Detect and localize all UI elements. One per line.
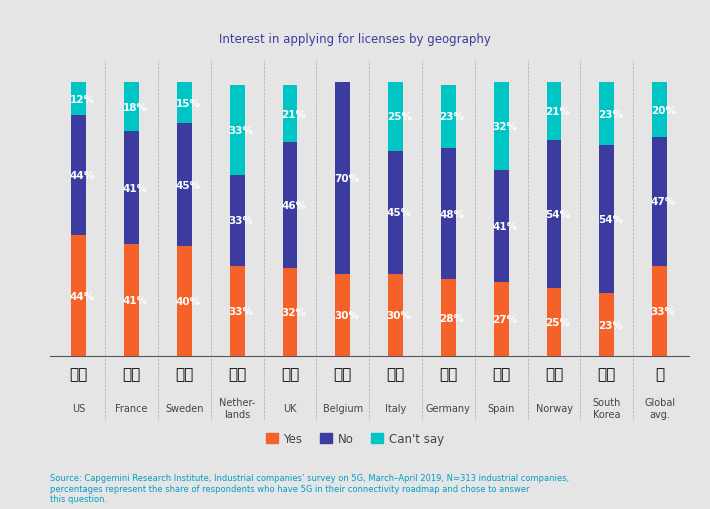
Bar — [599, 146, 614, 293]
Text: 🇳🇴: 🇳🇴 — [545, 366, 563, 382]
Bar — [71, 83, 86, 116]
Bar — [283, 86, 297, 143]
Bar — [177, 124, 192, 247]
Bar — [494, 83, 508, 171]
Bar — [230, 86, 244, 176]
Text: 25%: 25% — [387, 112, 412, 122]
Bar — [230, 266, 244, 356]
Text: Sweden: Sweden — [165, 404, 204, 413]
Text: Belgium: Belgium — [323, 404, 363, 413]
Text: 25%: 25% — [545, 317, 570, 327]
Text: 30%: 30% — [387, 310, 412, 320]
Text: 40%: 40% — [175, 297, 200, 306]
Text: 33%: 33% — [650, 306, 676, 316]
Text: 🇪🇸: 🇪🇸 — [492, 366, 510, 382]
Bar — [494, 282, 508, 356]
Text: 🇫🇷: 🇫🇷 — [122, 366, 141, 382]
Text: 46%: 46% — [281, 201, 306, 211]
Bar — [177, 247, 192, 356]
Text: 🇳🇱: 🇳🇱 — [228, 366, 246, 382]
Bar — [283, 143, 297, 269]
Bar — [124, 132, 139, 244]
Bar — [335, 83, 350, 274]
Text: 47%: 47% — [650, 197, 676, 207]
Bar — [441, 149, 456, 280]
Text: US: US — [72, 404, 85, 413]
Text: 20%: 20% — [650, 105, 676, 115]
Bar — [335, 274, 350, 356]
Bar — [124, 83, 139, 132]
Bar — [652, 137, 667, 266]
Text: 45%: 45% — [175, 181, 200, 190]
Text: Nether-
lands: Nether- lands — [219, 398, 256, 419]
Text: Source: Capgemini Research Institute, Industrial companies’ survey on 5G, March–: Source: Capgemini Research Institute, In… — [50, 473, 569, 503]
Bar — [494, 171, 508, 282]
Text: 🇧🇪: 🇧🇪 — [334, 366, 352, 382]
Bar — [230, 176, 244, 266]
Text: 21%: 21% — [545, 107, 570, 117]
Text: UK: UK — [283, 404, 297, 413]
Bar — [71, 116, 86, 236]
Text: 🌍: 🌍 — [655, 366, 665, 382]
Text: 15%: 15% — [175, 98, 200, 108]
Text: 41%: 41% — [123, 183, 148, 193]
Text: 32%: 32% — [492, 122, 518, 132]
Text: 41%: 41% — [123, 295, 148, 305]
Text: 🇩🇪: 🇩🇪 — [439, 366, 457, 382]
Bar — [599, 293, 614, 356]
Text: 45%: 45% — [387, 208, 412, 218]
Bar — [441, 86, 456, 149]
Bar — [71, 236, 86, 356]
Text: South
Korea: South Korea — [593, 398, 621, 419]
Bar — [652, 83, 667, 137]
Text: 🇸🇪: 🇸🇪 — [175, 366, 194, 382]
Text: 54%: 54% — [545, 209, 570, 219]
Text: Norway: Norway — [535, 404, 572, 413]
Bar — [388, 151, 403, 274]
Text: 70%: 70% — [334, 174, 359, 184]
Text: 33%: 33% — [228, 126, 253, 136]
Bar — [652, 266, 667, 356]
Text: 28%: 28% — [439, 313, 464, 323]
Text: 23%: 23% — [598, 320, 623, 330]
Text: Italy: Italy — [385, 404, 406, 413]
Text: 48%: 48% — [439, 209, 464, 219]
Text: 12%: 12% — [70, 94, 94, 104]
Text: 18%: 18% — [123, 102, 148, 112]
Text: 🇰🇷: 🇰🇷 — [598, 366, 616, 382]
Text: 21%: 21% — [281, 109, 306, 120]
Text: 🇮🇹: 🇮🇹 — [386, 366, 405, 382]
Text: 🇬🇧: 🇬🇧 — [281, 366, 299, 382]
Legend: Yes, No, Can't say: Yes, No, Can't say — [261, 428, 449, 450]
Bar — [441, 280, 456, 356]
Text: 54%: 54% — [598, 215, 623, 224]
Bar — [547, 288, 562, 356]
Text: 🇺🇸: 🇺🇸 — [70, 366, 88, 382]
Text: 44%: 44% — [70, 171, 95, 181]
Text: 27%: 27% — [492, 315, 518, 324]
Bar — [177, 83, 192, 124]
Text: 44%: 44% — [70, 291, 95, 301]
Text: 23%: 23% — [439, 112, 464, 122]
Text: 41%: 41% — [492, 221, 518, 232]
Bar — [547, 140, 562, 288]
Bar — [388, 274, 403, 356]
Bar — [124, 244, 139, 356]
Text: 23%: 23% — [598, 109, 623, 120]
Text: 30%: 30% — [334, 310, 359, 320]
Bar — [283, 269, 297, 356]
Bar — [547, 83, 562, 140]
Text: France: France — [115, 404, 148, 413]
Text: 33%: 33% — [228, 216, 253, 226]
Text: Interest in applying for licenses by geography: Interest in applying for licenses by geo… — [219, 33, 491, 46]
Bar — [599, 83, 614, 146]
Text: 33%: 33% — [228, 306, 253, 316]
Text: 32%: 32% — [281, 307, 306, 318]
Bar — [388, 83, 403, 151]
Text: Global
avg.: Global avg. — [644, 398, 675, 419]
Text: Spain: Spain — [488, 404, 515, 413]
Text: Germany: Germany — [426, 404, 471, 413]
